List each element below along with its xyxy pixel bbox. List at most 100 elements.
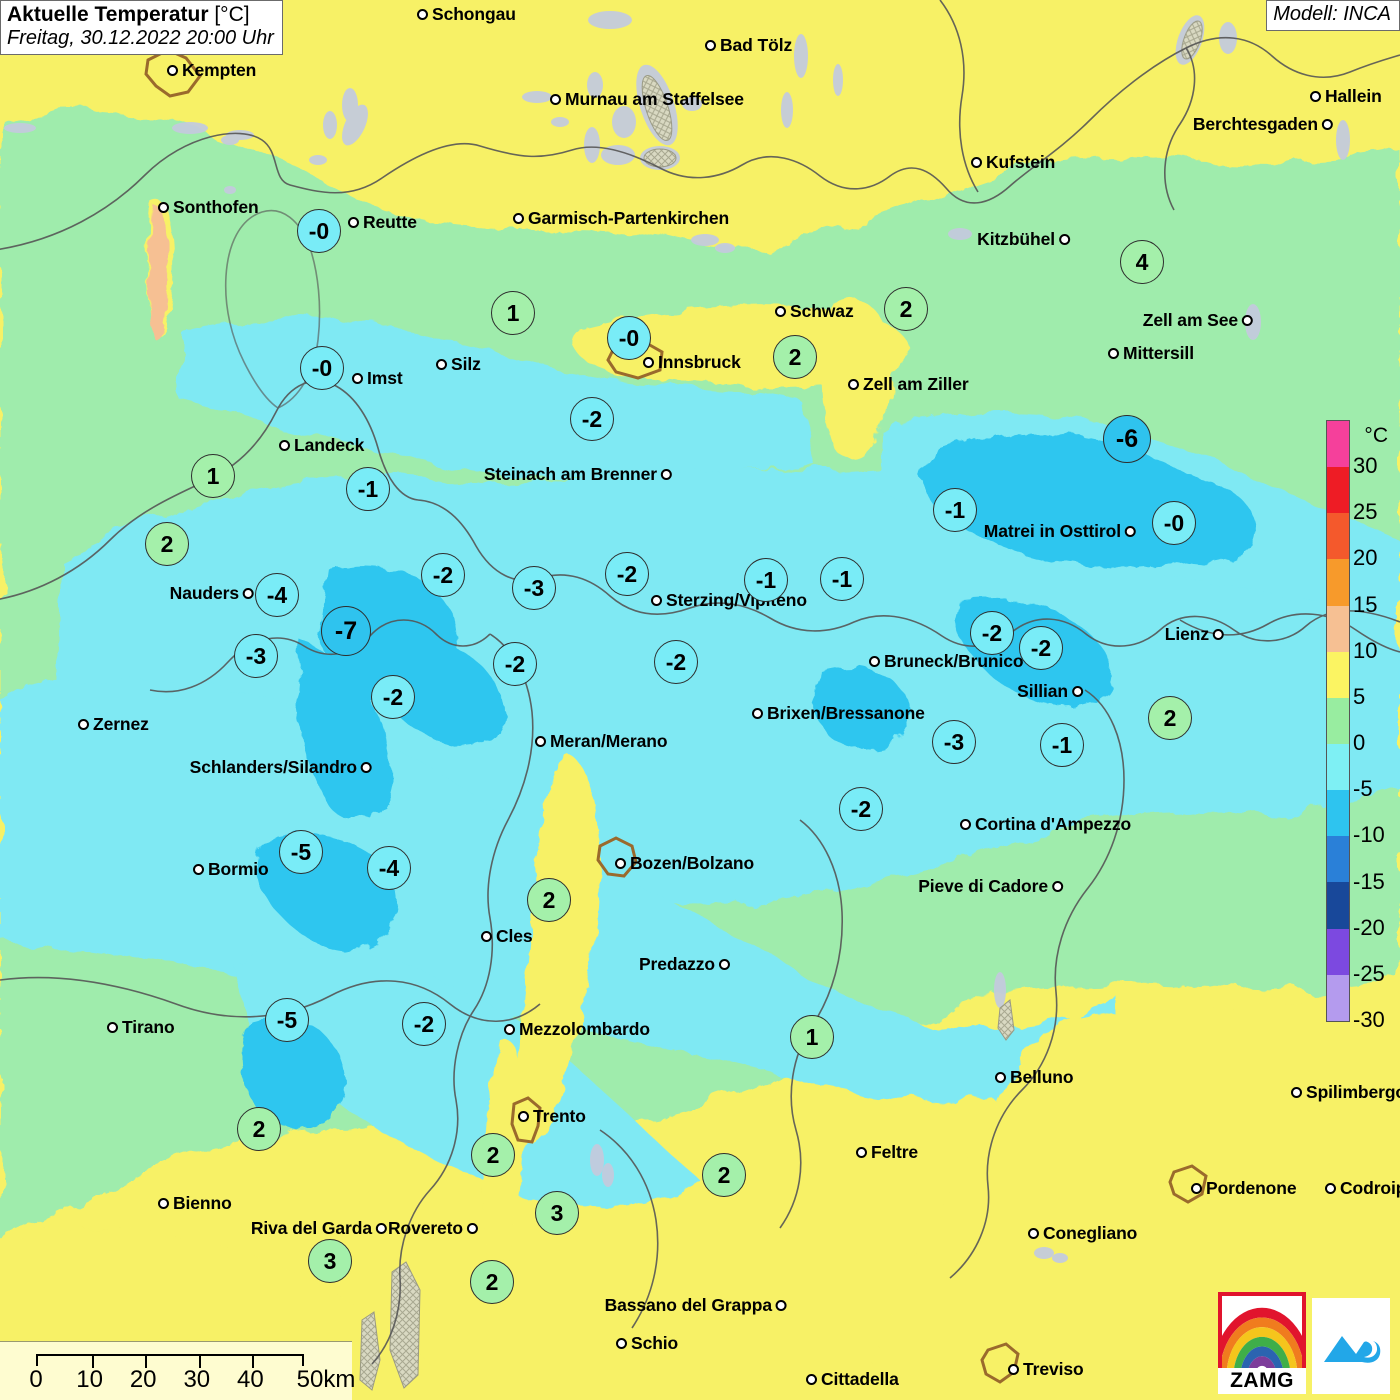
city-dot-icon (705, 40, 716, 51)
city-marker: Murnau am Staffelsee (550, 89, 744, 110)
temperature-bubble: -5 (279, 830, 323, 874)
city-marker: Matrei in Osttirol (984, 521, 1136, 542)
city-label: Steinach am Brenner (483, 464, 657, 484)
scale-bar-tick (198, 1356, 201, 1368)
city-label: Trento (533, 1106, 586, 1126)
city-marker: Schio (616, 1333, 678, 1354)
city-marker: Feltre (856, 1142, 918, 1163)
city-marker: Rovereto (388, 1218, 478, 1239)
city-marker: Sillian (1017, 681, 1083, 702)
city-label: Bormio (208, 859, 269, 879)
colorbar-swatch (1327, 651, 1349, 698)
city-dot-icon (661, 469, 672, 480)
city-label: Cittadella (821, 1369, 899, 1389)
city-label: Bad Tölz (720, 35, 793, 55)
city-label: Brixen/Bressanone (767, 703, 925, 723)
city-marker: Cortina d'Ampezzo (960, 814, 1131, 835)
colorbar-swatch (1327, 513, 1349, 560)
city-marker: Pordenone (1191, 1178, 1297, 1199)
colorbar-tick: -25 (1353, 960, 1385, 986)
city-label: Lienz (1164, 624, 1209, 644)
city-dot-icon (1191, 1183, 1202, 1194)
city-label: Conegliano (1043, 1223, 1138, 1243)
city-marker: Brixen/Bressanone (752, 703, 925, 724)
city-label: Silz (451, 354, 481, 374)
city-label: Garmisch-Partenkirchen (528, 208, 730, 228)
city-label: Hallein (1325, 86, 1382, 106)
temperature-bubble: -0 (297, 209, 341, 253)
temperature-bubble: -2 (493, 642, 537, 686)
scale-bar-tick (252, 1356, 255, 1368)
city-label: Predazzo (638, 954, 715, 974)
temperature-bubble: -1 (820, 557, 864, 601)
city-marker: Predazzo (639, 954, 730, 975)
city-dot-icon (1291, 1087, 1302, 1098)
colorbar-tick-labels: 30 25 20 15 10 5 0 -5 -10 -15 -20 -25 -30 (1350, 420, 1392, 1032)
city-dot-icon (1125, 526, 1136, 537)
temperature-colorbar: 30 25 20 15 10 5 0 -5 -10 -15 -20 -25 -30 (1326, 420, 1392, 1032)
colorbar-swatch (1327, 605, 1349, 652)
scale-bar-label: 40 (237, 1366, 264, 1393)
city-label: Nauders (169, 583, 239, 603)
scale-bar-tick (145, 1356, 148, 1368)
city-dot-icon (193, 864, 204, 875)
city-marker: Belluno (995, 1067, 1074, 1088)
colorbar-swatch (1327, 697, 1349, 744)
city-label: Belluno (1010, 1067, 1074, 1087)
city-dot-icon (719, 959, 730, 970)
city-marker: Meran/Merano (535, 731, 668, 752)
temperature-bubble: 2 (237, 1107, 281, 1151)
city-marker: Reutte (348, 212, 417, 233)
city-dot-icon (436, 359, 447, 370)
city-dot-icon (376, 1223, 387, 1234)
city-label: Pieve di Cadore (918, 876, 1048, 896)
city-label: Innsbruck (658, 352, 741, 372)
scale-bar-label: 50km (296, 1366, 356, 1393)
colorbar-tick: -15 (1353, 868, 1385, 894)
zamg-rainbow-icon (1218, 1292, 1306, 1368)
city-label: Bozen/Bolzano (630, 853, 755, 873)
temperature-bubble: 2 (702, 1153, 746, 1197)
city-marker: Conegliano (1028, 1223, 1137, 1244)
temperature-bubble: -1 (933, 488, 977, 532)
colorbar-tick: 30 (1353, 453, 1378, 479)
city-dot-icon (776, 1300, 787, 1311)
city-label: Zernez (93, 714, 149, 734)
colorbar-unit-label: °C (1364, 424, 1388, 447)
city-marker: Codroipo (1325, 1178, 1400, 1199)
city-label: Mezzolombardo (519, 1019, 650, 1039)
city-dot-icon (806, 1374, 817, 1385)
city-dot-icon (1322, 119, 1333, 130)
city-label: Feltre (871, 1142, 919, 1162)
city-marker: Schwaz (775, 301, 854, 322)
city-dot-icon (616, 1338, 627, 1349)
city-dot-icon (1108, 348, 1119, 359)
colorbar-tick: 15 (1353, 591, 1378, 617)
colorbar-swatch (1327, 743, 1349, 791)
temperature-bubble: -1 (744, 558, 788, 602)
city-marker: Zell am Ziller (848, 374, 969, 395)
temperature-bubble: -2 (570, 397, 614, 441)
page-title: Aktuelle Temperatur [°C] (7, 3, 250, 26)
city-dot-icon (167, 65, 178, 76)
city-label: Matrei in Osttirol (983, 521, 1121, 541)
temperature-bubble: 3 (308, 1239, 352, 1283)
city-dot-icon (615, 858, 626, 869)
city-dot-icon (995, 1072, 1006, 1083)
colorbar-swatch (1327, 790, 1349, 837)
scale-bar-line (36, 1354, 304, 1368)
temperature-bubble: -2 (402, 1002, 446, 1046)
temperature-bubble: 3 (535, 1191, 579, 1235)
city-dot-icon (1242, 315, 1253, 326)
city-dot-icon (361, 762, 372, 773)
city-label: Sterzing/Vipiteno (666, 590, 807, 610)
colorbar-swatch (1327, 467, 1349, 514)
city-marker: Nauders (170, 583, 254, 604)
temperature-bubble: 1 (491, 291, 535, 335)
colorbar-tick: 10 (1353, 637, 1378, 663)
scale-bar: 0 10 20 30 40 50km (0, 1341, 355, 1400)
colorbar-swatch (1327, 836, 1349, 883)
temperature-bubble: -4 (367, 846, 411, 890)
city-dot-icon (651, 595, 662, 606)
